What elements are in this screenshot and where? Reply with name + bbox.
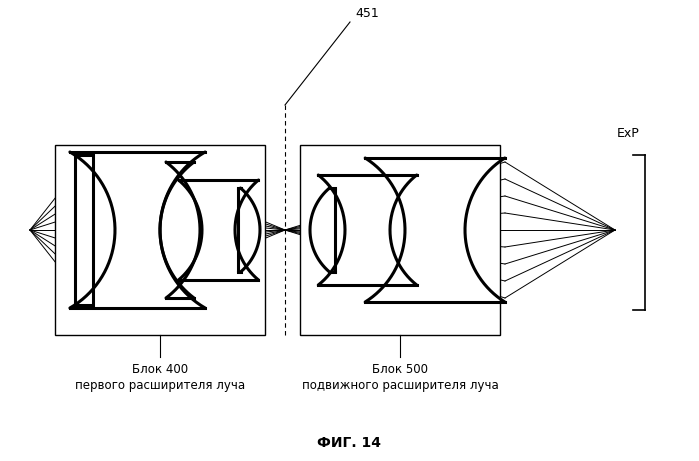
Text: Блок 500: Блок 500 xyxy=(372,363,428,376)
Bar xyxy=(55,145,265,335)
Bar xyxy=(300,145,500,335)
Text: 451: 451 xyxy=(355,7,379,20)
Text: ExP: ExP xyxy=(617,127,640,140)
Text: ФИГ. 14: ФИГ. 14 xyxy=(317,436,381,450)
Bar xyxy=(75,155,93,305)
Text: первого расширителя луча: первого расширителя луча xyxy=(75,379,245,392)
Text: подвижного расширителя луча: подвижного расширителя луча xyxy=(302,379,498,392)
Text: Блок 400: Блок 400 xyxy=(132,363,188,376)
